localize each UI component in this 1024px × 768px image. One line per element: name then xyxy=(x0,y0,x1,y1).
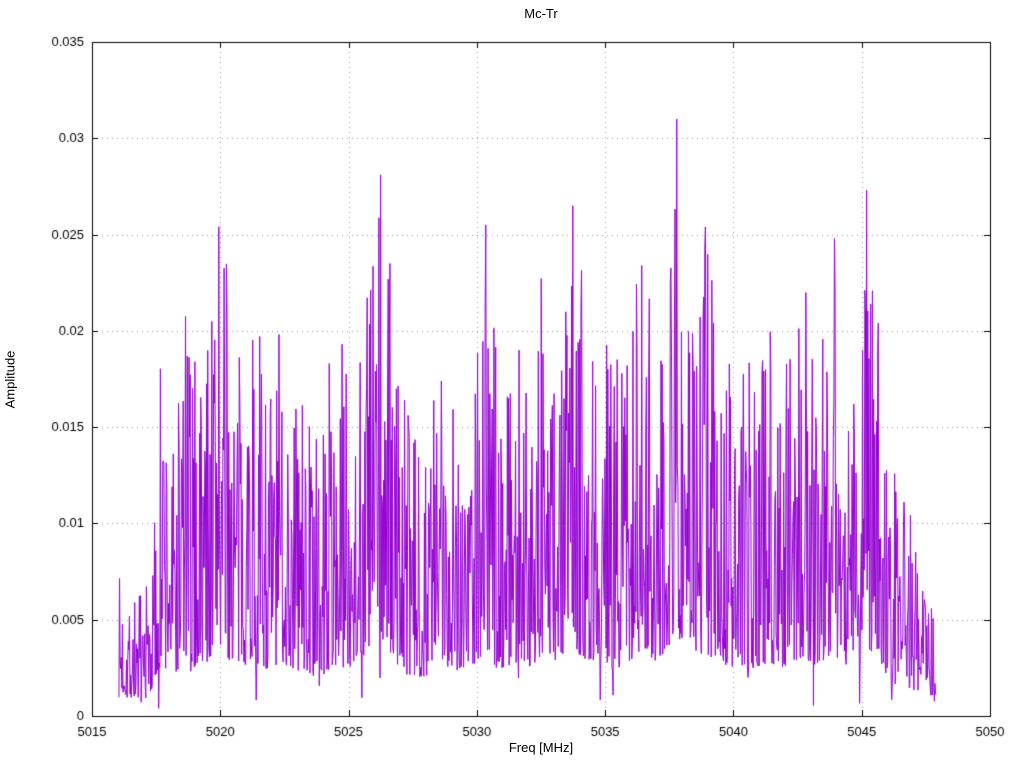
x-axis-label: Freq [MHz] xyxy=(508,740,574,755)
chart-title: Mc-Tr xyxy=(524,6,558,21)
y-axis-label: Amplitude xyxy=(2,350,18,409)
